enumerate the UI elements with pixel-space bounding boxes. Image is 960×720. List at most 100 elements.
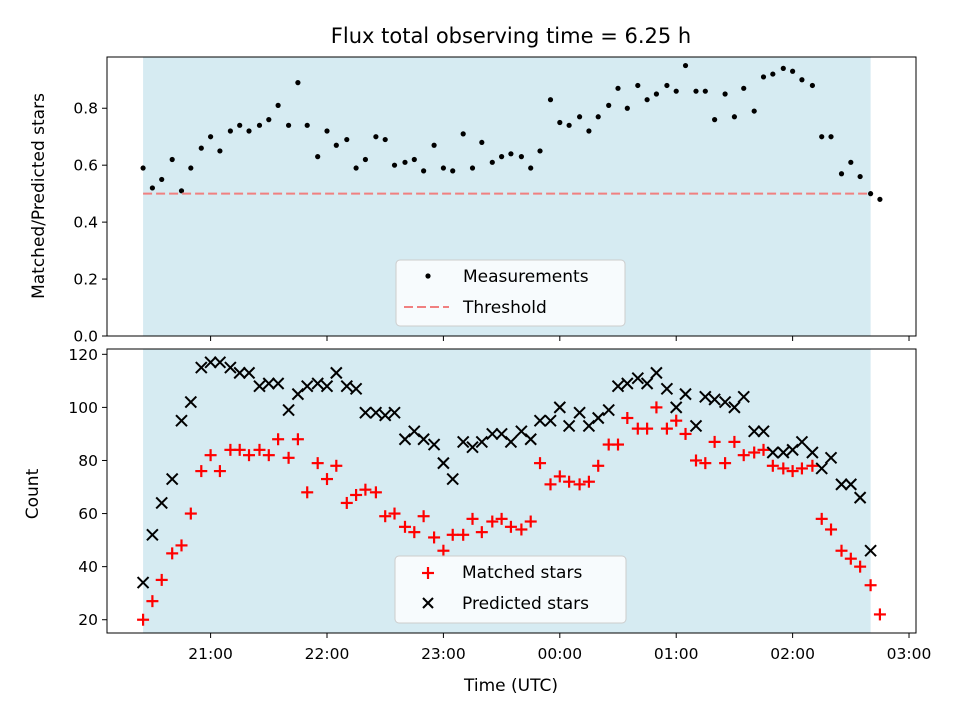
measurement-point [838, 171, 845, 177]
predicted-star-point [204, 356, 217, 369]
measurement-point [266, 117, 272, 123]
measurements-points [140, 62, 883, 202]
measurement-point [809, 82, 816, 89]
matched-star-point [350, 488, 363, 501]
predicted-star-point [562, 419, 576, 433]
matched-star-point [582, 475, 595, 488]
matched-star-point [213, 465, 226, 478]
measurement-point [295, 80, 301, 86]
measurement-point [566, 122, 572, 128]
matched-star-point [272, 433, 285, 446]
predicted-star-point [795, 435, 809, 449]
predicted-star-point [388, 406, 401, 419]
bottom-y-tick-label: 20 [78, 611, 98, 629]
measurement-point [653, 91, 660, 97]
legend-measurements-label: Measurements [463, 267, 589, 287]
predicted-star-point [301, 379, 314, 393]
matched-star-point [495, 512, 508, 525]
bottom-x-tick-label: 23:00 [421, 645, 466, 663]
matched-star-point [321, 473, 334, 486]
bottom-x-tick-label: 01:00 [654, 645, 699, 663]
matched-star-point [766, 459, 779, 472]
measurement-point [799, 77, 805, 83]
top-y-tick-label: 0.8 [73, 100, 98, 118]
matched-star-point [777, 462, 790, 475]
predicted-star-point [611, 379, 625, 393]
predicted-star-point [466, 440, 479, 454]
matched-star-point [369, 486, 382, 499]
matched-star-point [253, 443, 266, 456]
measurement-point [712, 117, 718, 123]
matched-star-point [719, 457, 732, 470]
matched-star-point [155, 573, 168, 586]
measurement-point [382, 136, 388, 143]
measurement-point [440, 165, 447, 171]
predicted-star-point [369, 406, 383, 419]
matched-star-point [621, 412, 634, 425]
matched-star-point [553, 470, 566, 483]
measurement-point [828, 134, 834, 140]
matched-star-point [457, 528, 470, 541]
bottom-panel: 20 40 60 80 100 120 21:00 22:00 23:00 00:00 01:00… [23, 346, 931, 696]
bottom-axes-frame [106, 348, 917, 634]
matched-star-point [737, 449, 750, 462]
predicted-star-point [165, 472, 179, 486]
bottom-x-tick-label: 21:00 [188, 645, 233, 663]
measurement-point [333, 142, 339, 148]
predicted-star-point [242, 366, 256, 380]
measurement-point [635, 82, 641, 89]
matched-star-point [844, 552, 857, 565]
matched-star-point [544, 478, 557, 491]
bottom-x-tick-label: 22:00 [305, 645, 350, 663]
bottom-y-tick-label: 60 [78, 505, 98, 523]
bottom-x-tick-label: 00:00 [537, 645, 582, 663]
predicted-star-point [437, 456, 450, 470]
predicted-star-point [718, 395, 732, 409]
predicted-star-point [224, 361, 237, 374]
measurement-point [606, 102, 612, 108]
measurement-point [237, 122, 243, 128]
measurement-point [169, 156, 175, 163]
bottom-x-tick-label: 02:00 [770, 645, 815, 663]
matched-star-point [815, 512, 828, 525]
predicted-star-point [456, 435, 470, 449]
matched-star-point [282, 451, 295, 464]
measurement-point [431, 142, 437, 148]
matched-star-point [757, 443, 770, 456]
matched-star-point [475, 526, 488, 539]
measurement-point [499, 154, 505, 160]
matched-star-point [835, 544, 848, 557]
measurement-point [188, 165, 194, 171]
measurement-point [557, 119, 563, 126]
bottom-y-tick-label: 100 [68, 399, 98, 417]
measurement-point [857, 173, 863, 180]
predicted-star-point [777, 446, 790, 459]
predicted-star-point [486, 427, 499, 441]
measurement-point [576, 114, 583, 120]
predicted-star-point [213, 356, 227, 369]
matched-star-point [291, 433, 304, 446]
matched-star-point [330, 459, 343, 472]
predicted-star-point [311, 377, 324, 390]
predicted-star-point [573, 406, 586, 419]
predicted-star-point [349, 382, 363, 396]
measurement-point [868, 191, 874, 197]
measurement-point [421, 168, 427, 174]
measurement-point [275, 102, 281, 108]
matched-star-point [262, 449, 275, 462]
measurement-point [702, 88, 708, 94]
matched-star-point [873, 608, 886, 621]
predicted-star-point [378, 409, 392, 422]
predicted-star-point [553, 401, 567, 414]
predicted-star-point [806, 446, 819, 459]
measurement-point [615, 85, 621, 91]
bottom-y-tick-label: 120 [68, 346, 98, 364]
legend-threshold-label: Threshold [462, 298, 547, 318]
predicted-star-point [282, 403, 295, 417]
top-legend: Measurements Threshold [395, 259, 626, 327]
measurement-point [402, 159, 408, 165]
measurement-point [508, 151, 514, 157]
matched-star-point [699, 457, 712, 470]
bottom-y-ticks: 20 40 60 80 100 120 [68, 346, 107, 629]
top-y-ticks: 0.0 0.2 0.4 0.6 0.8 [73, 100, 107, 346]
